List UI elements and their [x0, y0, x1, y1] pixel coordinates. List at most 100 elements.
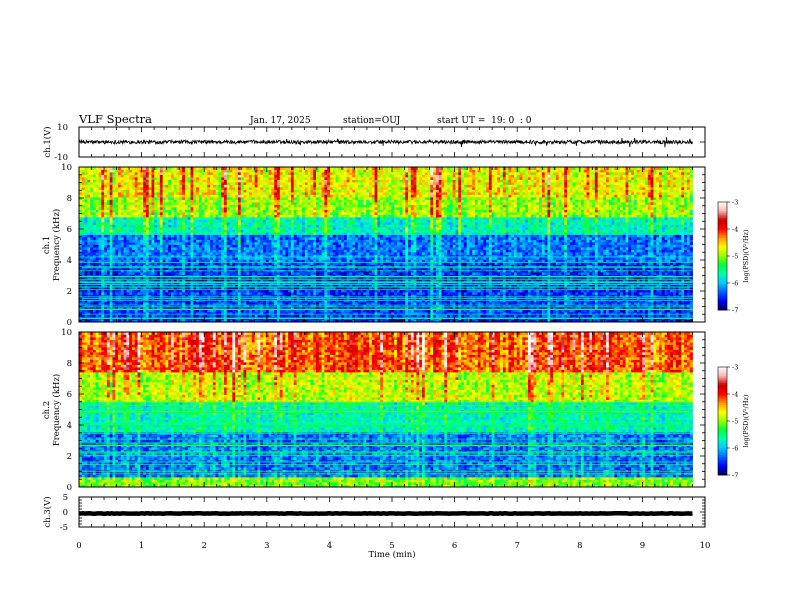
ch1-spec-cell	[260, 237, 264, 240]
ch1-spec-cell	[290, 307, 295, 310]
ch1-spec-cell	[268, 262, 272, 265]
ch1-spec-cell	[140, 189, 144, 193]
ch1-spec-cell	[84, 207, 88, 210]
ch1-spec-cell	[123, 307, 127, 310]
ch1-spec-cell	[182, 294, 186, 298]
ch1-spec-cell	[87, 277, 91, 280]
ch1-spec-cell	[134, 319, 138, 322]
ch1-spec-cell	[260, 242, 264, 245]
ch1-spec-cell	[235, 222, 239, 225]
ch1-spec-cell	[207, 187, 211, 190]
ch1-spec-cell	[246, 312, 250, 315]
ch1-spec-cell	[143, 209, 147, 213]
ch1-spec-cell	[151, 279, 155, 283]
ch1-spec-cell	[134, 207, 138, 210]
ch1-spec-cell	[218, 207, 222, 210]
ch1-spec-cell	[274, 207, 278, 210]
ch1-spec-cell	[229, 232, 233, 235]
ch1-spec-cell	[187, 187, 191, 190]
ch1-spec-cell	[168, 177, 172, 180]
ch1-spec-cell	[210, 249, 214, 253]
ch1-spec-cell	[101, 272, 105, 275]
ch1-spec-cell	[240, 219, 244, 223]
ch1-spec-cell	[87, 287, 91, 290]
ch1-spec-cell	[118, 314, 122, 318]
ch1-spec-cell	[92, 222, 97, 225]
ch1-spec-cell	[229, 267, 233, 270]
ch1-spec-cell	[190, 184, 194, 188]
ch1-spec-cell	[296, 259, 300, 263]
ch1-spec-cell	[182, 174, 186, 178]
ch1-spec-cell	[237, 279, 242, 283]
ch1-spec-cell	[118, 304, 122, 308]
ch1-spec-cell	[79, 194, 83, 198]
ch1-spec-cell	[285, 187, 289, 190]
ch1-spec-cell	[137, 234, 141, 238]
ch1-spec-cell	[263, 229, 267, 233]
ch1-spec-cell	[226, 292, 230, 295]
ch1-spec-cell	[207, 227, 211, 230]
ch1-spec-cell	[98, 294, 102, 298]
ch1-spec-cell	[260, 182, 264, 185]
ch1-spec-cell	[288, 204, 292, 208]
ch1-spec-cell	[235, 174, 239, 178]
ch1-spec-cell	[129, 274, 133, 278]
ch1-spec-cell	[148, 207, 152, 210]
ch1-spec-cell	[198, 254, 203, 258]
ch1-spec-cell	[137, 287, 141, 290]
ch1-spec-cell	[90, 229, 94, 233]
ch1-spec-cell	[288, 254, 292, 258]
ch1-spec-cell	[265, 222, 270, 225]
ch1-spec-cell	[126, 224, 130, 228]
ch1-spec-cell	[288, 212, 292, 215]
ch1-spec-cell	[257, 247, 261, 250]
ch1-spec-cell	[95, 267, 99, 270]
ch1-spec-cell	[212, 274, 217, 278]
ch1-spec-cell	[159, 204, 164, 208]
ch1-spec-cell	[140, 222, 144, 225]
ch1-spec-cell	[90, 257, 94, 260]
ch1-spec-cell	[201, 277, 205, 280]
ch1-spec-cell	[282, 277, 286, 280]
ch1-spec-cell	[232, 169, 236, 173]
ch1-spec-cell	[274, 309, 278, 313]
ch1-spec-cell	[98, 234, 102, 238]
ch1-spec-cell	[226, 247, 230, 250]
ch1-spec-cell	[123, 294, 127, 298]
ch1-spec-cell	[87, 194, 91, 198]
ch1-spec-cell	[171, 262, 175, 265]
ch1-spec-cell	[265, 232, 270, 235]
ch1-spec-cell	[232, 262, 236, 265]
ch1-spec-cell	[257, 194, 261, 198]
ch1-spec-cell	[226, 229, 230, 233]
ch1-spec-cell	[184, 289, 189, 293]
ch1-spec-cell	[215, 264, 219, 268]
ch1-spec-cell	[87, 264, 91, 268]
ch1-spec-cell	[84, 294, 88, 298]
ch1-spec-cell	[218, 252, 222, 255]
ch1-spec-cell	[173, 239, 177, 243]
ch1-spec-cell	[221, 232, 225, 235]
ch1-spec-cell	[190, 249, 194, 253]
ch1-spec-cell	[154, 214, 158, 218]
ch1-spec-cell	[131, 309, 136, 313]
ch1-spec-cell	[168, 204, 172, 208]
ch1-spec-cell	[115, 279, 119, 283]
ch1-spec-cell	[112, 307, 116, 310]
ch1-spec-cell	[159, 214, 164, 218]
ch1-spec-cell	[123, 167, 127, 170]
ch1-spec-cell	[115, 207, 119, 210]
ch1-spec-cell	[271, 167, 275, 170]
ch1-spec-cell	[118, 237, 122, 240]
ch1-spec-cell	[104, 209, 108, 213]
ch1-spec-cell	[104, 257, 108, 260]
ch1-spec-cell	[263, 259, 267, 263]
ch1-spec-cell	[232, 249, 236, 253]
ch1-spec-cell	[151, 227, 155, 230]
ch1-spec-cell	[226, 209, 230, 213]
ch1-spec-cell	[235, 189, 239, 193]
ch1-spec-cell	[290, 274, 295, 278]
ch1-ylabel: ch.1(V)	[42, 126, 53, 157]
ch1-spec-cell	[173, 284, 177, 288]
ch1-spec-cell	[210, 314, 214, 318]
